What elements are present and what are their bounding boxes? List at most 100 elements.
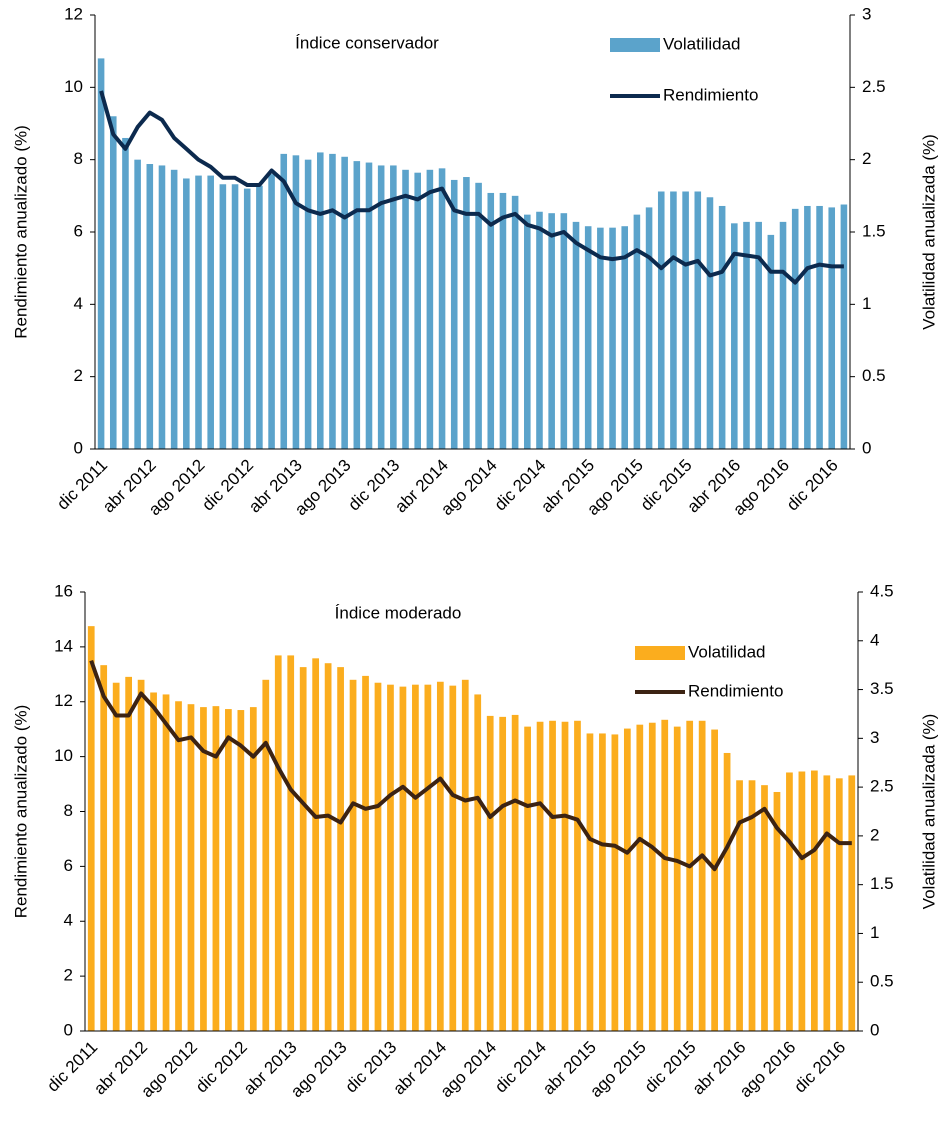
bar [623, 728, 631, 1031]
y-tick-label: 10 [64, 77, 83, 96]
bar [280, 153, 288, 449]
bar [561, 721, 569, 1031]
bar [475, 182, 482, 449]
y2-tick-label: 3 [862, 4, 871, 23]
y-axis-label: Rendimiento anualizado (%) [11, 705, 30, 919]
bar [414, 172, 421, 450]
legend-label: Rendimiento [663, 85, 758, 104]
bar [816, 205, 823, 449]
bar [524, 214, 531, 449]
y2-tick-label: 4 [870, 630, 879, 649]
y-tick-label: 12 [64, 4, 83, 23]
bar [835, 778, 843, 1031]
y2-tick-label: 2.5 [862, 77, 886, 96]
y-tick-label: 6 [64, 856, 73, 875]
bar [268, 174, 275, 449]
bar [324, 663, 332, 1031]
y-tick-label: 4 [74, 294, 83, 313]
bar [426, 169, 434, 449]
y2-tick-label: 1.5 [862, 221, 886, 240]
bar [150, 692, 157, 1031]
y-axis-label: Rendimiento anualizado (%) [11, 125, 30, 339]
bar [461, 679, 469, 1031]
bar [87, 626, 95, 1031]
bar [125, 676, 133, 1031]
bar [349, 679, 357, 1031]
bar [449, 685, 457, 1031]
y-tick-label: 6 [74, 221, 83, 240]
bar [97, 58, 105, 450]
legend-swatch [610, 38, 660, 52]
bar [673, 726, 681, 1031]
y-tick-label: 8 [64, 801, 73, 820]
bar [731, 223, 738, 449]
bar [412, 684, 419, 1031]
bar [112, 682, 120, 1031]
bar [779, 221, 787, 449]
bar [200, 707, 207, 1031]
bar [474, 694, 482, 1031]
y2-tick-label: 1.5 [870, 874, 894, 893]
bar [243, 188, 251, 449]
bar [670, 191, 677, 449]
bar [329, 153, 336, 449]
bar [767, 234, 775, 449]
bar [810, 770, 818, 1031]
bar [711, 729, 718, 1031]
bar [487, 192, 495, 449]
bar [187, 704, 195, 1031]
y2-tick-label: 2 [870, 825, 879, 844]
bar [633, 214, 641, 449]
bar [574, 720, 581, 1031]
bar [536, 721, 544, 1031]
legend-label: Volatilidad [663, 34, 741, 53]
bar [611, 734, 619, 1031]
bar [304, 159, 312, 449]
bar [337, 667, 344, 1031]
bar [438, 168, 446, 449]
line [89, 659, 852, 872]
bar [761, 785, 768, 1031]
bar [560, 213, 568, 449]
y2-tick-label: 0.5 [870, 972, 894, 991]
bar [195, 175, 202, 449]
bar [424, 684, 432, 1031]
y2-axis-label: Volatilidad anualizada (%) [919, 134, 938, 330]
bar [511, 195, 519, 449]
bar [134, 159, 141, 449]
bar [212, 706, 220, 1031]
bar [786, 772, 793, 1031]
legend-label: Volatilidad [688, 642, 766, 661]
bar [584, 226, 592, 449]
bar [636, 724, 644, 1031]
bar [312, 658, 320, 1031]
bar [823, 775, 831, 1031]
bar [353, 161, 361, 449]
x-tick-label: dic 2016 [783, 456, 842, 515]
bar [661, 719, 669, 1031]
y2-tick-label: 2 [862, 149, 871, 168]
bar [362, 675, 369, 1031]
bar [249, 707, 257, 1031]
bar [100, 665, 108, 1031]
bar [848, 775, 856, 1031]
x-tick-label: dic 2016 [790, 1038, 849, 1097]
bar [572, 221, 580, 449]
legend-label: Rendimiento [688, 681, 783, 700]
bar [287, 655, 295, 1031]
bar [399, 686, 407, 1031]
bar [648, 722, 656, 1031]
y-tick-label: 2 [74, 366, 83, 385]
bar [390, 165, 397, 449]
y2-tick-label: 1 [870, 923, 879, 942]
bar [170, 169, 178, 449]
y-tick-label: 8 [74, 149, 83, 168]
legend-swatch [635, 646, 685, 660]
bar [524, 726, 531, 1031]
bar [718, 205, 726, 449]
y2-axis-label: Volatilidad anualizada (%) [919, 714, 938, 910]
y-tick-label: 0 [64, 1020, 73, 1039]
y2-tick-label: 1 [862, 294, 871, 313]
bar [374, 682, 382, 1031]
y2-tick-label: 3.5 [870, 679, 894, 698]
